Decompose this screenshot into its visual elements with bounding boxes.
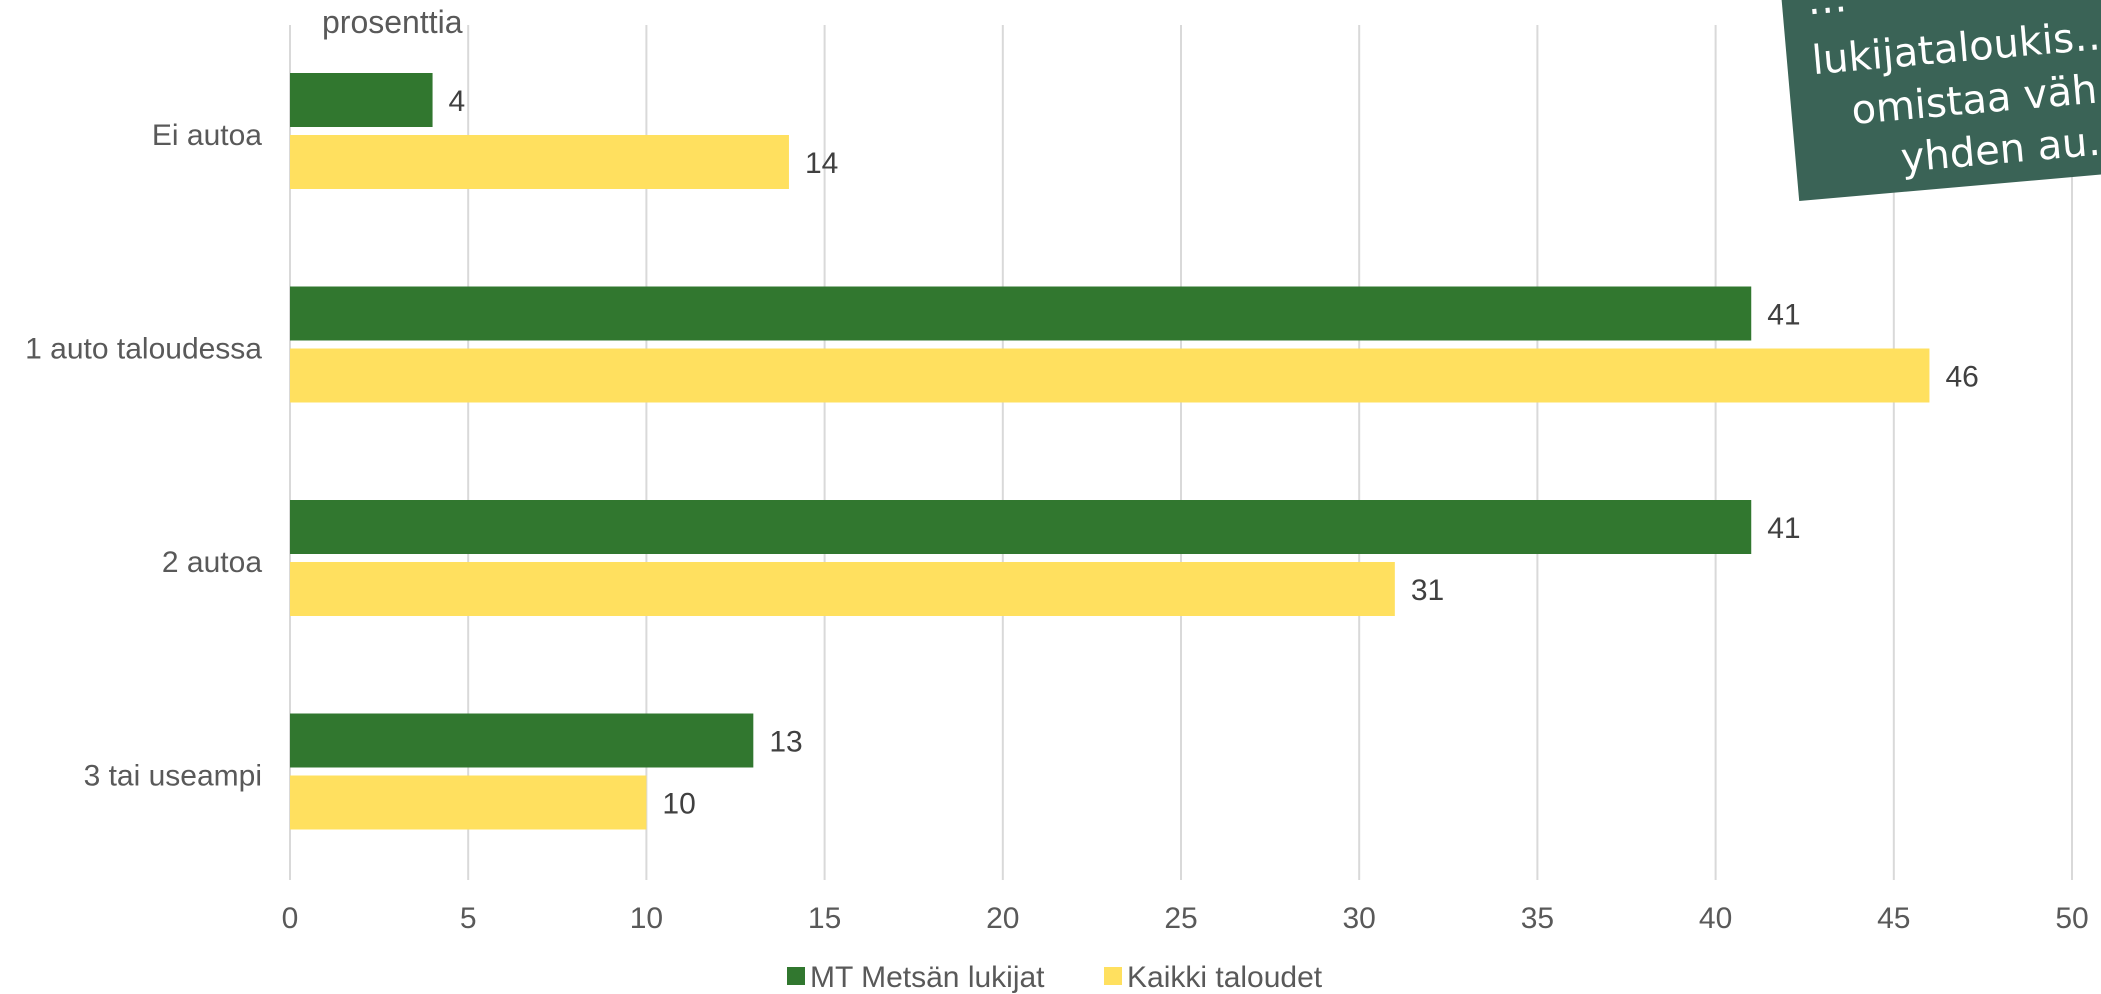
x-tick-label: 45 xyxy=(1877,902,1910,935)
bar-series-2 xyxy=(290,775,647,830)
data-label: 10 xyxy=(662,788,695,821)
x-tick-label: 20 xyxy=(986,902,1019,935)
bar-series-2 xyxy=(290,348,1930,403)
data-label: 13 xyxy=(769,726,802,759)
bars xyxy=(290,73,1930,830)
legend-swatch-series-1 xyxy=(787,967,805,985)
bar-series-2 xyxy=(290,135,789,189)
data-label: 46 xyxy=(1945,361,1978,394)
value-labels: 4 14 41 46 41 31 13 10 xyxy=(449,85,1979,821)
x-tick-label: 0 xyxy=(282,902,299,935)
bar-series-1 xyxy=(290,73,433,127)
x-tick-label: 40 xyxy=(1699,902,1732,935)
unit-label: prosenttia xyxy=(322,4,463,40)
category-label: 2 autoa xyxy=(162,546,262,579)
x-tick-label: 5 xyxy=(460,902,477,935)
x-tick-label: 25 xyxy=(1164,902,1197,935)
legend-label-series-1: MT Metsän lukijat xyxy=(810,961,1045,994)
category-labels: Ei autoa 1 auto taloudessa 2 autoa 3 tai us… xyxy=(25,119,262,793)
category-label: Ei autoa xyxy=(152,119,262,152)
legend-label-series-2: Kaikki taloudet xyxy=(1127,961,1323,994)
x-tick-label: 15 xyxy=(808,902,841,935)
data-label: 41 xyxy=(1767,512,1800,545)
bar-series-1 xyxy=(290,500,1752,554)
x-tick-label: 10 xyxy=(630,902,663,935)
x-tick-label: 30 xyxy=(1343,902,1376,935)
callout-line-1: … xyxy=(1805,0,1849,24)
callout-background xyxy=(1777,0,2101,201)
category-label: 3 tai useampi xyxy=(84,760,262,793)
bar-series-1 xyxy=(290,286,1752,341)
x-tick-label: 50 xyxy=(2055,902,2088,935)
x-tick-labels: 0 5 10 15 20 25 30 35 40 45 50 xyxy=(282,902,2089,935)
data-label: 31 xyxy=(1411,574,1444,607)
category-label: 1 auto taloudessa xyxy=(25,333,262,366)
data-label: 41 xyxy=(1767,299,1800,332)
callout-box: … lukijataloukis… omistaa väh… yhden au… xyxy=(1777,0,2101,201)
bar-series-2 xyxy=(290,562,1395,616)
data-label: 14 xyxy=(805,147,838,180)
bar-series-1 xyxy=(290,713,754,768)
data-label: 4 xyxy=(449,85,466,118)
legend-swatch-series-2 xyxy=(1104,967,1122,985)
x-tick-label: 35 xyxy=(1521,902,1554,935)
legend: MT Metsän lukijat Kaikki taloudet xyxy=(787,961,1323,994)
